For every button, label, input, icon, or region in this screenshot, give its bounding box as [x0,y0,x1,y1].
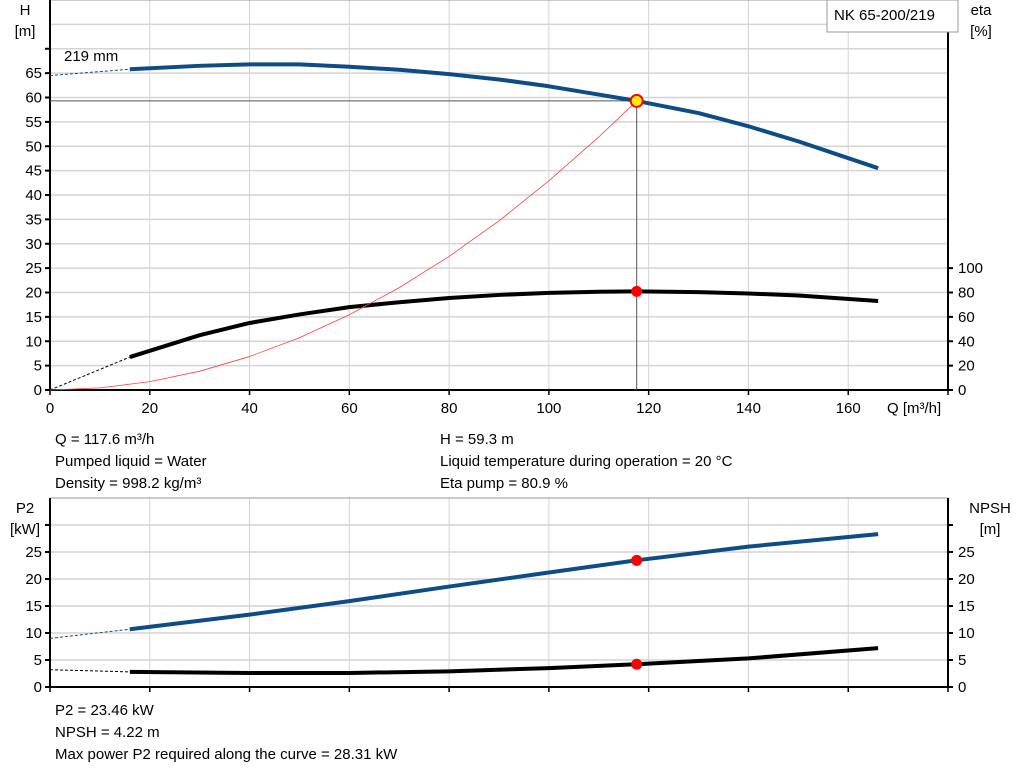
p0-left-tick-label: 5 [34,358,42,375]
p1-right-axis-unit: [m] [980,521,1001,538]
p1-right-tick-label: 0 [958,679,966,696]
p0-right-axis-title: eta [971,2,993,19]
p1-NPSH-curve [129,646,879,675]
info-eta: Eta pump = 80.9 % [440,475,568,492]
p1-right-axis-title: NPSH [969,500,1011,517]
p0-right-tick-label: 60 [958,309,975,326]
info-temp: Liquid temperature during operation = 20… [440,453,733,470]
p1-right-tick-label: 25 [958,544,975,561]
p0-H-curve [129,62,879,171]
p0-left-tick-label: 65 [25,65,42,82]
p1-P2-extrapolated-line [49,628,130,639]
p2-duty-point [631,554,643,566]
p0-eta-extrapolated-line [49,356,131,391]
p0-x-tick-label: 80 [441,400,458,417]
p0-x-tick-label: 0 [46,400,54,417]
p0-H-extrapolated-line [49,68,130,77]
p1-left-tick-label: 5 [34,652,42,669]
p0-left-axis-title: H [20,2,31,19]
curve-label: 219 mm [64,48,118,65]
p0-left-tick-label: 45 [25,163,42,180]
legend-pump-name: NK 65-200/219 [834,7,935,24]
p1-left-tick-label: 0 [34,679,42,696]
legend-box [826,0,959,33]
info-density: Density = 998.2 kg/m³ [55,475,202,492]
p1-left-tick-label: 10 [25,625,42,642]
p0-x-tick-label: 160 [836,400,861,417]
p0-eta-curve [129,289,879,360]
p0-left-tick-label: 55 [25,114,42,131]
p0-left-tick-label: 0 [34,382,42,399]
p1-right-tick-label: 15 [958,598,975,615]
p0-left-tick-label: 40 [25,187,42,204]
p0-right-tick-label: 100 [958,260,983,277]
p0-right-axis-unit: [%] [970,23,992,40]
p0-left-tick-label: 10 [25,333,42,350]
info-q: Q = 117.6 m³/h [55,431,155,448]
p0-right-tick-label: 80 [958,285,975,302]
x-axis-label: Q [m³/h] [887,400,941,417]
p0-right-tick-label: 20 [958,358,975,375]
p1-NPSH-extrapolated-line [49,669,130,673]
p0-left-tick-label: 15 [25,309,42,326]
info-liquid: Pumped liquid = Water [55,453,207,470]
p0-left-tick-label: 35 [25,211,42,228]
p0-right-tick-label: 40 [958,333,975,350]
eta-duty-point [631,285,643,297]
p1-left-tick-label: 20 [25,571,42,588]
p0-x-tick-label: 40 [241,400,258,417]
p0-x-tick-label: 120 [636,400,661,417]
p0-left-tick-label: 50 [25,138,42,155]
p0-x-tick-label: 20 [141,400,158,417]
p1-left-tick-label: 25 [25,544,42,561]
p0-right-tick-label: 0 [958,382,966,399]
p0-left-tick-label: 30 [25,236,42,253]
p1-left-axis-unit: [kW] [10,521,40,538]
p0-left-tick-label: 25 [25,260,42,277]
npsh-duty-point [631,658,643,670]
h-duty-point [629,93,644,108]
p1-right-tick-label: 20 [958,571,975,588]
p0-x-tick-label: 140 [736,400,761,417]
info-max-power: Max power P2 required along the curve = … [55,746,398,763]
info-p2: P2 = 23.46 kW [55,702,154,719]
info-npsh: NPSH = 4.22 m [55,724,160,741]
p1-plot-frame [49,497,949,688]
p0-left-tick-label: 20 [25,285,42,302]
p1-P2-curve [129,532,879,632]
p1-right-tick-label: 10 [958,625,975,642]
p0-x-tick-label: 60 [341,400,358,417]
info-h: H = 59.3 m [440,431,514,448]
p1-right-tick-label: 5 [958,652,966,669]
p0-left-axis-unit: [m] [15,23,36,40]
p0-x-tick-label: 100 [536,400,561,417]
p0-left-tick-label: 60 [25,90,42,107]
p1-left-axis-title: P2 [16,500,34,517]
p0-system-curve [49,100,637,391]
p1-left-tick-label: 15 [25,598,42,615]
